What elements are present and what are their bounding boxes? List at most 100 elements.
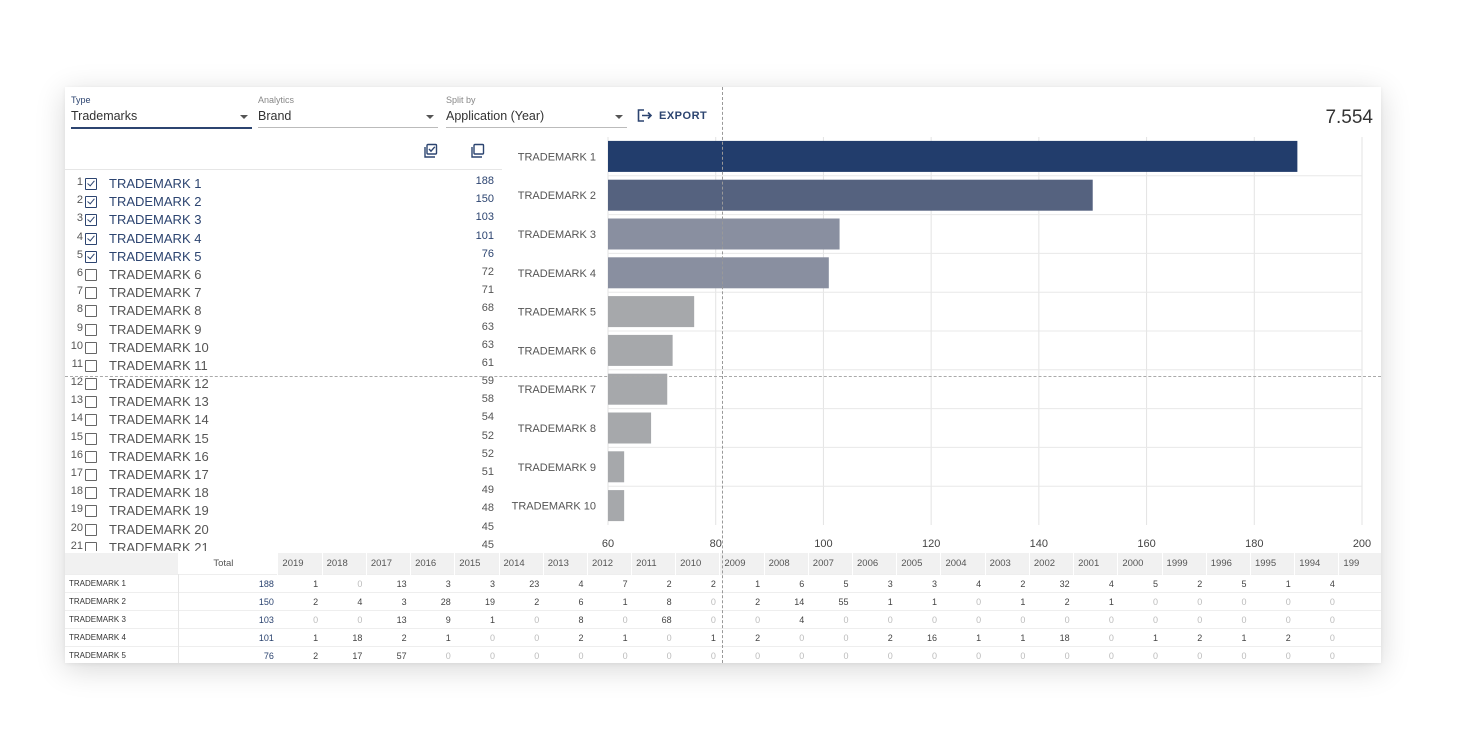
list-item-count: 71 <box>482 284 494 296</box>
category-label: TRADEMARK 6 <box>518 345 596 357</box>
list-item-number: 8 <box>65 303 83 315</box>
list-item-count: 150 <box>476 193 494 205</box>
list-item-name[interactable]: TRADEMARK 9 <box>109 322 201 337</box>
checkbox[interactable] <box>85 469 97 481</box>
checkbox[interactable] <box>85 396 97 408</box>
list-item[interactable]: 4TRADEMARK 4101 <box>65 230 502 248</box>
list-item[interactable]: 12TRADEMARK 1259 <box>65 375 502 393</box>
table-row: TRADEMARK 118810133323472216533423245251… <box>65 575 1381 593</box>
table-cell: 0 <box>808 611 852 629</box>
table-cell: 0 <box>1118 593 1162 611</box>
checkbox[interactable] <box>85 487 97 499</box>
checkbox[interactable] <box>85 505 97 517</box>
checkbox[interactable] <box>85 287 97 299</box>
checkbox[interactable] <box>85 178 97 190</box>
list-item-name[interactable]: TRADEMARK 4 <box>109 231 201 246</box>
checkbox[interactable] <box>85 269 97 281</box>
checkbox[interactable] <box>85 378 97 390</box>
list-item-count: 51 <box>482 466 494 478</box>
list-item-name[interactable]: TRADEMARK 6 <box>109 267 201 282</box>
list-item[interactable]: 20TRADEMARK 2045 <box>65 521 502 539</box>
checkbox[interactable] <box>85 433 97 445</box>
list-item[interactable]: 19TRADEMARK 1948 <box>65 502 502 520</box>
list-item[interactable]: 16TRADEMARK 1652 <box>65 448 502 466</box>
table-cell: 1 <box>985 593 1029 611</box>
list-item[interactable]: 15TRADEMARK 1552 <box>65 430 502 448</box>
list-item-name[interactable]: TRADEMARK 10 <box>109 340 209 355</box>
list-item[interactable]: 10TRADEMARK 1063 <box>65 339 502 357</box>
checkbox[interactable] <box>85 214 97 226</box>
list-item-name[interactable]: TRADEMARK 19 <box>109 503 209 518</box>
list-item-count: 45 <box>482 539 494 551</box>
list-item-name[interactable]: TRADEMARK 16 <box>109 449 209 464</box>
list-item-number: 9 <box>65 322 83 334</box>
list-item[interactable]: 6TRADEMARK 672 <box>65 266 502 284</box>
list-item-name[interactable]: TRADEMARK 14 <box>109 412 209 427</box>
list-item-name[interactable]: TRADEMARK 13 <box>109 394 209 409</box>
checkbox[interactable] <box>85 251 97 263</box>
list-item-name[interactable]: TRADEMARK 20 <box>109 522 209 537</box>
list-item[interactable]: 9TRADEMARK 963 <box>65 321 502 339</box>
list-item-name[interactable]: TRADEMARK 11 <box>109 358 208 373</box>
list-item-name[interactable]: TRADEMARK 21 <box>109 540 209 551</box>
list-item[interactable]: 21TRADEMARK 2145 <box>65 539 502 551</box>
table-cell: 1 <box>720 575 764 593</box>
table-cell: 1 <box>897 593 941 611</box>
year-header: 2010 <box>676 553 720 575</box>
checkbox[interactable] <box>85 451 97 463</box>
list-item[interactable]: 5TRADEMARK 576 <box>65 248 502 266</box>
select-all-icon[interactable] <box>422 143 438 164</box>
year-header: 2012 <box>587 553 631 575</box>
type-select[interactable]: Trademarks <box>71 107 252 129</box>
list-item-name[interactable]: TRADEMARK 8 <box>109 303 201 318</box>
x-tick-label: 140 <box>1030 538 1048 550</box>
checkbox[interactable] <box>85 233 97 245</box>
type-dropdown[interactable]: Type Trademarks <box>71 95 252 129</box>
list-item-name[interactable]: TRADEMARK 2 <box>109 194 201 209</box>
list-item-name[interactable]: TRADEMARK 3 <box>109 212 201 227</box>
table-cell: 0 <box>455 629 499 647</box>
list-item-name[interactable]: TRADEMARK 12 <box>109 376 209 391</box>
split-by-select[interactable]: Application (Year) <box>446 107 627 128</box>
analytics-select[interactable]: Brand <box>258 107 438 128</box>
table-cell: 19 <box>455 593 499 611</box>
checkbox[interactable] <box>85 524 97 536</box>
export-button[interactable]: EXPORT <box>637 109 707 122</box>
checkbox[interactable] <box>85 342 97 354</box>
analytics-dropdown[interactable]: Analytics Brand <box>258 95 438 128</box>
table-cell: 0 <box>1295 629 1339 647</box>
list-item-name[interactable]: TRADEMARK 15 <box>109 431 209 446</box>
list-item[interactable]: 18TRADEMARK 1849 <box>65 484 502 502</box>
checkbox[interactable] <box>85 414 97 426</box>
list-item[interactable]: 13TRADEMARK 1358 <box>65 393 502 411</box>
checkbox[interactable] <box>85 324 97 336</box>
checkbox[interactable] <box>85 196 97 208</box>
checkbox[interactable] <box>85 542 97 551</box>
list-item-name[interactable]: TRADEMARK 5 <box>109 249 201 264</box>
list-item[interactable]: 2TRADEMARK 2150 <box>65 193 502 211</box>
table-cell: 0 <box>1206 611 1250 629</box>
table-cell: 6 <box>764 575 808 593</box>
copy-icon[interactable] <box>469 143 485 164</box>
list-item[interactable]: 1TRADEMARK 1188 <box>65 175 502 193</box>
table-cell: 7 <box>587 575 631 593</box>
list-item-name[interactable]: TRADEMARK 17 <box>109 467 209 482</box>
table-cell: 0 <box>897 647 941 664</box>
list-item[interactable]: 7TRADEMARK 771 <box>65 284 502 302</box>
chevron-down-icon <box>615 115 623 119</box>
list-item-name[interactable]: TRADEMARK 7 <box>109 285 201 300</box>
split-by-dropdown[interactable]: Split by Application (Year) <box>446 95 627 128</box>
row-name: TRADEMARK 2 <box>65 593 178 611</box>
list-item[interactable]: 14TRADEMARK 1454 <box>65 411 502 429</box>
checkbox[interactable] <box>85 305 97 317</box>
list-item[interactable]: 17TRADEMARK 1751 <box>65 466 502 484</box>
checkbox[interactable] <box>85 360 97 372</box>
list-item-number: 15 <box>65 431 83 443</box>
list-item[interactable]: 11TRADEMARK 1161 <box>65 357 502 375</box>
table-cell: 1 <box>676 629 720 647</box>
table-cell: 0 <box>985 611 1029 629</box>
list-item-name[interactable]: TRADEMARK 1 <box>109 176 201 191</box>
list-item-name[interactable]: TRADEMARK 18 <box>109 485 209 500</box>
list-item[interactable]: 3TRADEMARK 3103 <box>65 211 502 229</box>
list-item[interactable]: 8TRADEMARK 868 <box>65 302 502 320</box>
